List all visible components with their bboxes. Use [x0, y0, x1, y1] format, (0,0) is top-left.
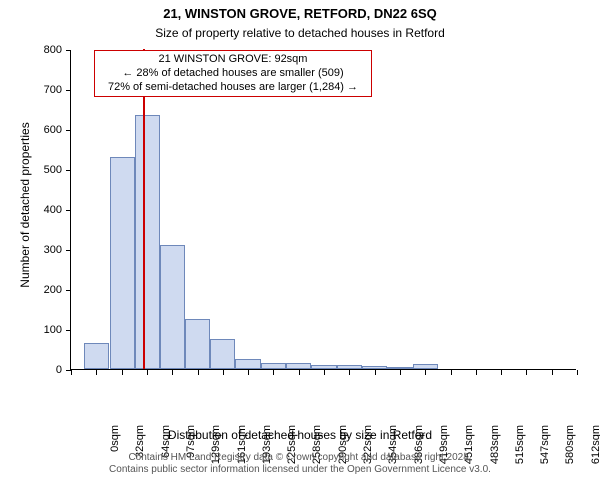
figure: 21, WINSTON GROVE, RETFORD, DN22 6SQ Siz…: [0, 0, 600, 500]
x-tick: [96, 370, 97, 375]
y-tick-label: 300: [28, 244, 62, 256]
y-tick-label: 800: [28, 44, 62, 56]
x-tick: [476, 370, 477, 375]
x-tick: [71, 370, 72, 375]
histogram-bar: [261, 363, 286, 369]
footer: Contains HM Land Registry data © Crown c…: [0, 452, 600, 476]
x-tick: [122, 370, 123, 375]
histogram-bar: [135, 115, 160, 369]
y-tick: [66, 250, 71, 251]
annotation-line-3: 72% of semi-detached houses are larger (…: [99, 81, 367, 95]
x-tick: [248, 370, 249, 375]
histogram-bar: [311, 365, 336, 369]
chart-plot-area: 01002003004005006007008000sqm32sqm64sqm9…: [70, 50, 576, 370]
x-tick: [375, 370, 376, 375]
page-title: 21, WINSTON GROVE, RETFORD, DN22 6SQ: [0, 6, 600, 21]
histogram-bar: [286, 363, 311, 369]
histogram-bar: [337, 365, 362, 369]
histogram-bar: [235, 359, 261, 369]
histogram-bar: [362, 366, 387, 369]
y-tick-label: 600: [28, 124, 62, 136]
x-tick: [198, 370, 199, 375]
annotation-box: 21 WINSTON GROVE: 92sqm ← 28% of detache…: [94, 50, 372, 97]
x-tick: [299, 370, 300, 375]
histogram-bar: [210, 339, 235, 369]
histogram-bar: [185, 319, 210, 369]
x-tick: [324, 370, 325, 375]
y-tick-label: 700: [28, 84, 62, 96]
y-tick: [66, 210, 71, 211]
x-tick: [223, 370, 224, 375]
histogram-bar: [387, 367, 413, 369]
footer-line-1: Contains HM Land Registry data © Crown c…: [0, 452, 600, 464]
x-tick: [147, 370, 148, 375]
y-tick-label: 200: [28, 284, 62, 296]
x-tick: [526, 370, 527, 375]
y-tick: [66, 330, 71, 331]
histogram-bar: [110, 157, 135, 369]
x-tick: [349, 370, 350, 375]
x-tick: [501, 370, 502, 375]
footer-line-2: Contains public sector information licen…: [0, 464, 600, 476]
x-tick: [425, 370, 426, 375]
y-tick: [66, 90, 71, 91]
x-axis-label: Distribution of detached houses by size …: [0, 428, 600, 442]
y-tick-label: 100: [28, 324, 62, 336]
x-tick: [577, 370, 578, 375]
y-tick-label: 0: [28, 364, 62, 376]
x-tick: [552, 370, 553, 375]
x-tick: [400, 370, 401, 375]
x-tick: [172, 370, 173, 375]
annotation-line-1: 21 WINSTON GROVE: 92sqm: [99, 53, 367, 67]
annotation-line-2: ← 28% of detached houses are smaller (50…: [99, 67, 367, 81]
y-tick-label: 400: [28, 204, 62, 216]
subtitle: Size of property relative to detached ho…: [0, 26, 600, 40]
histogram-bar: [84, 343, 109, 369]
x-tick: [451, 370, 452, 375]
y-tick-label: 500: [28, 164, 62, 176]
y-tick: [66, 170, 71, 171]
histogram-bar: [160, 245, 185, 369]
y-tick: [66, 50, 71, 51]
x-tick: [273, 370, 274, 375]
histogram-bar: [413, 364, 438, 369]
y-tick: [66, 130, 71, 131]
y-tick: [66, 290, 71, 291]
